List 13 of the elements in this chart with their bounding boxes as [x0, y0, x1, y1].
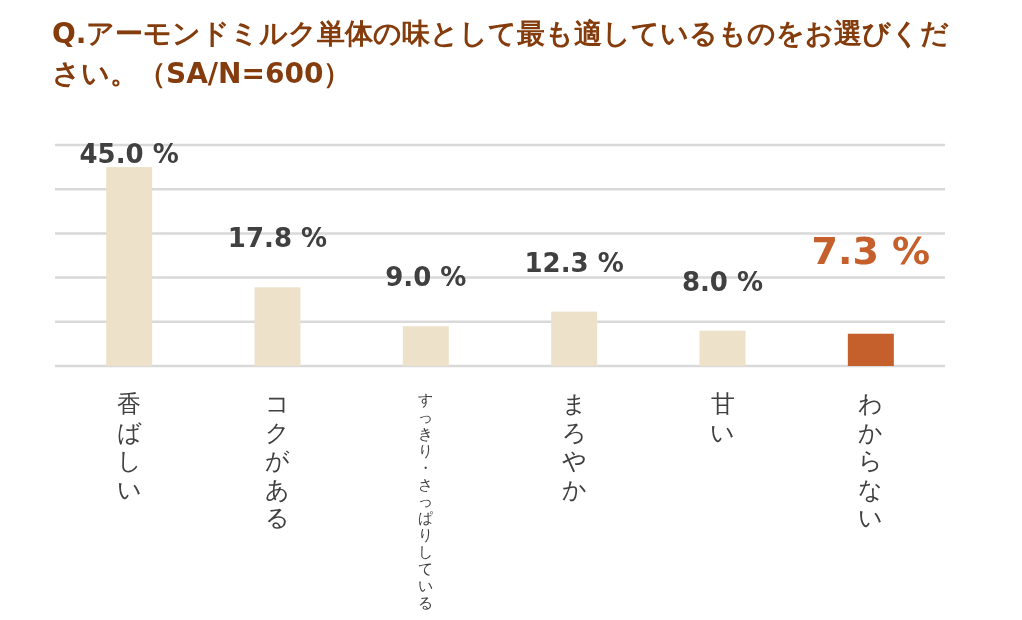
x-tick-label: わからない — [858, 390, 884, 533]
x-tick-label: まろやか — [561, 390, 587, 504]
data-label: 12.3 % — [524, 247, 624, 278]
x-tick-label: 甘い — [710, 390, 735, 447]
data-label: 17.8 % — [227, 223, 328, 254]
data-label: 9.0 % — [385, 262, 467, 293]
chart-title: Q.アーモンドミルク単体の味として最も適しているものをお選びください。（SA/N=600） — [52, 16, 951, 92]
data-label: 7.3 % — [811, 228, 931, 273]
data-label: 45.0 % — [79, 139, 179, 169]
data-label: 8.0 % — [681, 266, 764, 297]
x-tick-label: 香ばしい — [116, 390, 142, 504]
x-tick-label: すっきり・さっぱりしている — [418, 390, 434, 612]
x-tick-label: コクがある — [265, 390, 290, 533]
